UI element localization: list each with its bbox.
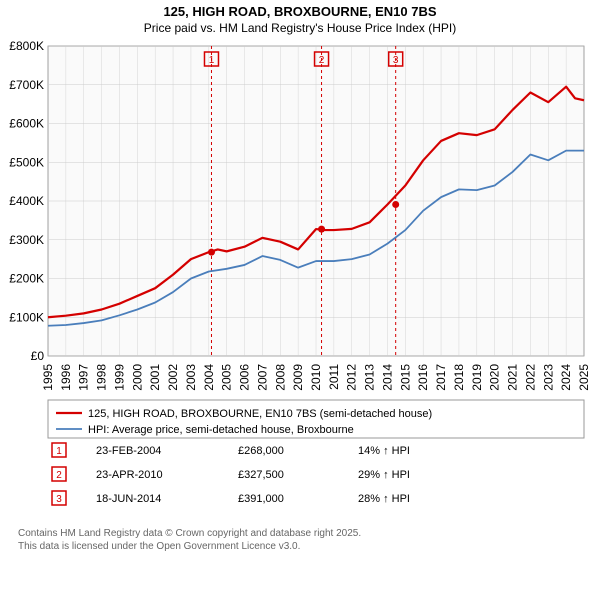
transaction-row-num: 2 [56, 470, 62, 481]
footer-line-2: This data is licensed under the Open Gov… [18, 541, 300, 552]
transaction-date: 23-APR-2010 [96, 469, 163, 481]
x-tick-label: 2002 [166, 364, 180, 391]
title-line-2: Price paid vs. HM Land Registry's House … [144, 21, 456, 35]
x-tick-label: 2000 [130, 364, 144, 391]
x-tick-label: 2018 [452, 364, 466, 391]
x-tick-label: 2003 [184, 364, 198, 391]
transaction-dot [392, 201, 399, 208]
x-tick-label: 2006 [238, 364, 252, 391]
y-tick-label: £400K [9, 194, 44, 208]
x-tick-label: 2025 [577, 364, 591, 391]
x-tick-label: 2007 [255, 364, 269, 391]
x-tick-label: 2019 [470, 364, 484, 391]
y-tick-label: £500K [9, 155, 44, 169]
chart-container: 125, HIGH ROAD, BROXBOURNE, EN10 7BS Pric… [0, 0, 600, 590]
title-line-1: 125, HIGH ROAD, BROXBOURNE, EN10 7BS [163, 4, 436, 19]
transaction-date: 23-FEB-2004 [96, 445, 161, 457]
transaction-row-num: 3 [56, 494, 62, 505]
x-tick-label: 2017 [434, 364, 448, 391]
x-tick-label: 2004 [202, 364, 216, 391]
x-tick-label: 1996 [59, 364, 73, 391]
transaction-delta: 29% ↑ HPI [358, 469, 410, 481]
x-tick-label: 2013 [363, 364, 377, 391]
x-tick-label: 2008 [273, 364, 287, 391]
y-tick-label: £700K [9, 78, 44, 92]
y-tick-label: £800K [9, 39, 44, 53]
transaction-price: £391,000 [238, 493, 284, 505]
x-tick-label: 1997 [77, 364, 91, 391]
transaction-date: 18-JUN-2014 [96, 493, 161, 505]
chart-svg: 125, HIGH ROAD, BROXBOURNE, EN10 7BS Pric… [0, 0, 600, 590]
x-tick-label: 1999 [112, 364, 126, 391]
y-tick-label: £300K [9, 233, 44, 247]
x-tick-label: 2023 [541, 364, 555, 391]
x-tick-label: 2022 [523, 364, 537, 391]
x-tick-label: 2009 [291, 364, 305, 391]
transaction-marker-num: 2 [319, 55, 325, 66]
x-tick-label: 2010 [309, 364, 323, 391]
footer-line-1: Contains HM Land Registry data © Crown c… [18, 528, 361, 539]
transaction-price: £268,000 [238, 445, 284, 457]
legend-label: HPI: Average price, semi-detached house,… [88, 424, 354, 436]
y-tick-label: £100K [9, 310, 44, 324]
y-tick-label: £200K [9, 272, 44, 286]
x-tick-label: 1998 [95, 364, 109, 391]
transaction-price: £327,500 [238, 469, 284, 481]
transaction-marker-num: 3 [393, 55, 399, 66]
transaction-row-num: 1 [56, 446, 62, 457]
x-tick-label: 2005 [220, 364, 234, 391]
x-tick-label: 2024 [559, 364, 573, 391]
legend-label: 125, HIGH ROAD, BROXBOURNE, EN10 7BS (se… [88, 408, 432, 420]
x-tick-label: 2015 [398, 364, 412, 391]
y-tick-label: £600K [9, 117, 44, 131]
transaction-marker-num: 1 [209, 55, 215, 66]
x-tick-label: 1995 [41, 364, 55, 391]
x-tick-label: 2001 [148, 364, 162, 391]
y-tick-label: £0 [31, 349, 45, 363]
x-tick-label: 2014 [380, 364, 394, 391]
x-tick-label: 2020 [488, 364, 502, 391]
x-tick-label: 2012 [345, 364, 359, 391]
x-tick-label: 2016 [416, 364, 430, 391]
transaction-delta: 28% ↑ HPI [358, 493, 410, 505]
x-tick-label: 2011 [327, 364, 341, 390]
x-tick-label: 2021 [506, 364, 520, 391]
transaction-delta: 14% ↑ HPI [358, 445, 410, 457]
